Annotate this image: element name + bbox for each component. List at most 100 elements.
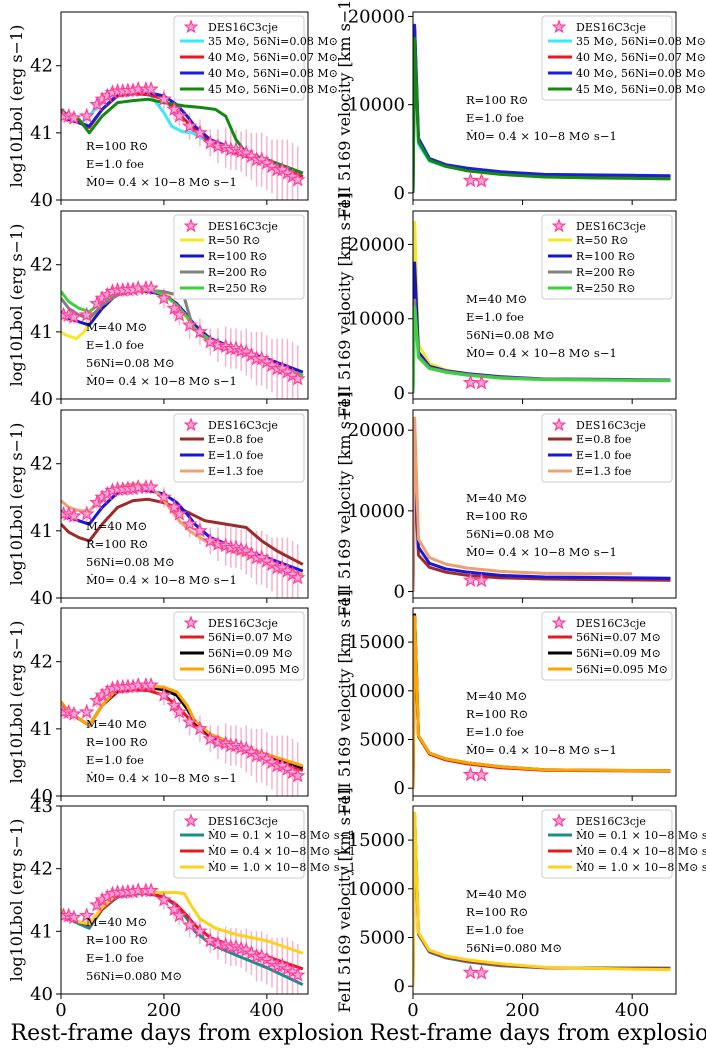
legend-box [541,413,673,483]
data-point [166,901,183,917]
y-tick-label: 42 [30,454,53,475]
data-point [143,478,159,494]
data-point [156,290,172,305]
model-line-3 [413,416,633,592]
annotation: 56Ni=0.08 M⊙ [86,555,175,569]
data-point [156,489,172,504]
legend-data-label: DES16C3cje [576,419,646,432]
y-axis-label: log10Lbol (erg s−1) [7,621,26,784]
legend-label: E=1.3 foe [208,465,263,478]
annotation: M=40 M⊙ [466,689,527,703]
y-axis-label: log10Lbol (erg s−1) [7,25,26,188]
legend-data-label: DES16C3cje [208,617,278,630]
axes-frame [60,11,309,201]
y-tick-label: 40 [30,786,53,807]
legend-box [541,611,673,681]
annotation: E=1.0 foe [466,111,524,125]
annotation: M=40 M⊙ [466,292,527,306]
luminosity-panel-5: 40 41 42 43 0 200 400 log10Lbol (erg s−1) M=40 M… [7,796,356,1021]
annotation: Ṁ0= 0.4 × 10−8 M⊙ s−1 [86,573,237,587]
axes-frame [60,409,309,599]
legend-star-icon [551,218,567,233]
x-tick-label: 400 [250,1000,284,1021]
data-point [66,109,82,125]
legend-data-label: DES16C3cje [208,815,278,828]
velocity-panel-5: 0 5000 10000 15000 0 200 400 FeII 5169 velocity… [335,787,706,1021]
annotation: R=100 R⊙ [466,905,528,919]
legend-label: 40 M⊙, 56Ni=0.08 M⊙ [576,67,706,80]
data-point [181,515,198,531]
data-point [192,522,208,538]
annotation: R=100 R⊙ [466,509,528,523]
data-point [210,138,226,153]
data-point [78,907,95,923]
annotation: Ṁ0= 0.4 × 10−8 M⊙ s−1 [466,545,617,559]
data-point [202,532,219,548]
annotation: M=40 M⊙ [86,519,147,533]
plot-area [61,279,306,399]
y-axis-label: FeII 5169 velocity [km s−1] [335,0,354,219]
data-point [171,306,188,322]
legend-star-icon [551,813,567,828]
data-point [289,171,306,187]
y-tick-label: 10000 [348,309,405,330]
annotation: 56Ni=0.08 M⊙ [466,527,555,541]
y-tick-label: 41 [30,719,53,740]
data-point [171,703,188,719]
legend-label: 56Ni=0.09 M⊙ [576,647,661,660]
legend-label: 56Ni=0.07 M⊙ [576,631,661,644]
data-point [210,337,226,352]
y-tick-label: 10000 [348,95,405,116]
y-axis-label: FeII 5169 velocity [km s−1] [335,787,354,1012]
data-point [192,124,208,140]
data-point [78,703,95,719]
annotation: E=1.0 foe [86,951,144,965]
data-point [78,107,95,123]
legend-label: 45 M⊙, 56Ni=0.08 M⊙ [576,83,706,96]
data-point [166,101,183,117]
model-line-3 [61,684,304,768]
annotation: Ṁ0= 0.4 × 10−8 M⊙ s−1 [466,346,617,360]
y-tick-label: 0 [394,582,405,603]
data-point [66,507,82,523]
plot-area [413,220,671,394]
y-tick-label: 0 [394,183,405,204]
annotation: E=1.0 foe [466,923,524,937]
annotation: E=1.0 foe [86,157,144,171]
data-point [473,572,490,588]
plot-area [61,676,306,796]
legend-star-icon [183,615,199,630]
annotation: 56Ni=0.08 M⊙ [466,328,555,342]
legend-box [173,214,305,300]
data-point [143,80,159,96]
legend-label: 56Ni=0.095 M⊙ [208,663,300,676]
legend-label: 56Ni=0.07 M⊙ [208,631,293,644]
data-point [181,916,198,932]
data-point [171,907,188,923]
annotation: R=100 R⊙ [86,537,148,551]
data-point [289,569,306,585]
legend-label: 35 M⊙, 56Ni=0.08 M⊙ [576,35,706,48]
annotation: R=100 R⊙ [466,707,528,721]
data-point [156,687,172,702]
y-tick-label: 42 [30,859,53,880]
y-tick-label: 42 [30,652,53,673]
y-axis-label: log10Lbol (erg s−1) [7,819,26,982]
data-point [143,882,159,898]
y-tick-label: 10000 [348,681,405,702]
legend-data-label: DES16C3cje [208,419,278,432]
y-tick-label: 20000 [348,6,405,27]
plot-area [61,80,306,200]
y-axis-label: FeII 5169 velocity [km s−1] [335,391,354,616]
axes-frame [60,210,309,400]
legend-label: R=200 R⊙ [208,266,268,279]
x-tick-label: 0 [55,1000,66,1021]
